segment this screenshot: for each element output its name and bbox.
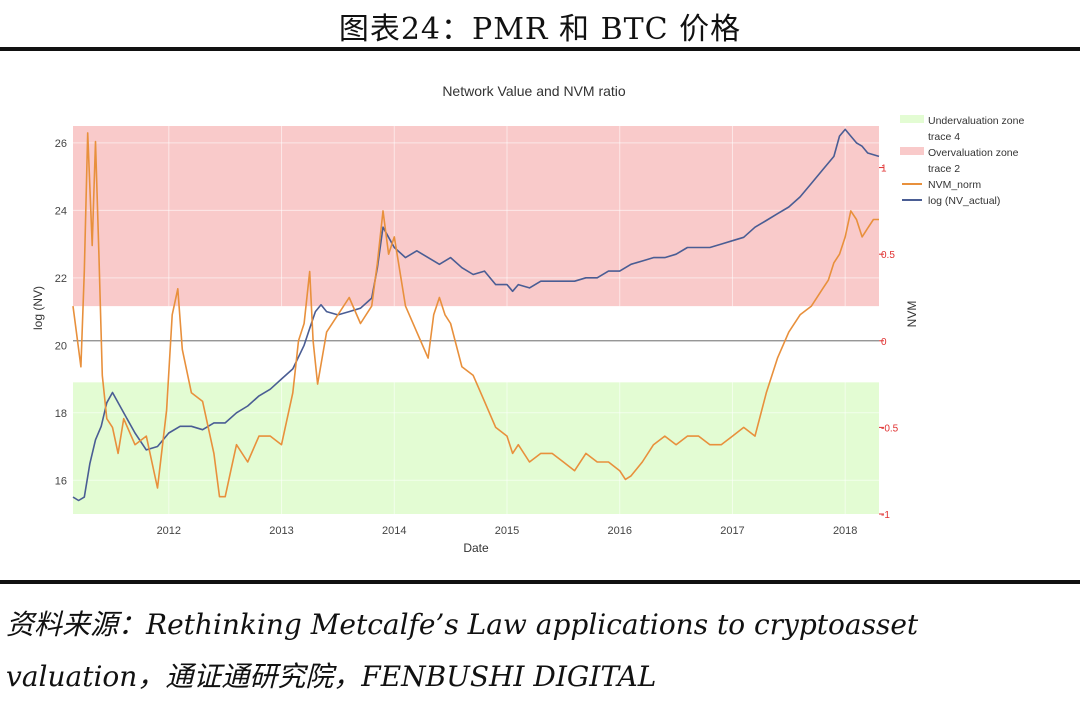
x-tick-label: 2016	[607, 525, 631, 537]
series-line-log-nv	[72, 128, 880, 502]
series-line-nvm-norm	[72, 132, 879, 498]
gridlines	[73, 126, 879, 514]
x-tick-label: 2018	[833, 525, 857, 537]
y-tick-label: 20	[55, 340, 67, 352]
y2-tick-label: 0.5	[881, 250, 895, 261]
valuation-zones	[73, 126, 879, 514]
bottom-rule	[0, 580, 1080, 584]
x-tick-label: 2015	[495, 525, 519, 537]
figure-heading: 图表24：PMR 和 BTC 价格	[338, 12, 742, 47]
x-tick-label: 2017	[720, 525, 744, 537]
series-lines	[72, 128, 880, 502]
y-axis-label: log (NV)	[31, 286, 45, 330]
legend-label: Undervaluation zone	[928, 115, 1024, 127]
legend-label: trace 4	[928, 131, 960, 143]
y2-tick-label: -1	[881, 510, 890, 521]
chart-title: Network Value and NVM ratio	[442, 83, 626, 99]
axes: 2012 2013 2014 2015 2016 2017 2018 16 18 20 22 24 26…	[55, 138, 899, 537]
source-note-line-1: 资料来源：Rethinking Metcalfe’s Law applicati…	[6, 608, 919, 641]
y-tick-label: 16	[55, 475, 67, 487]
x-tick-label: 2013	[269, 525, 293, 537]
y-tick-label: 24	[55, 205, 67, 217]
legend-label: log (NV_actual)	[928, 195, 1000, 207]
y2-tick-label: 1	[881, 164, 887, 175]
x-axis-label: Date	[463, 541, 489, 555]
y2-axis-label: NVM	[905, 301, 919, 328]
y-tick-label: 18	[55, 408, 67, 420]
legend-label: trace 2	[928, 163, 960, 175]
y2-tick-label: -0.5	[881, 423, 899, 434]
undervaluation-zone	[73, 382, 879, 514]
overvaluation-zone	[73, 126, 879, 307]
legend-swatch-zone	[900, 147, 924, 155]
legend: Undervaluation zone trace 4 Overvaluation …	[900, 115, 1024, 207]
x-tick-label: 2014	[382, 525, 406, 537]
source-note-line-2: valuation，通证通研究院，FENBUSHI DIGITAL	[6, 660, 657, 693]
top-rule	[0, 47, 1080, 51]
y-tick-label: 22	[55, 273, 67, 285]
y2-tick-label: 0	[881, 337, 887, 348]
legend-swatch-zone	[900, 115, 924, 123]
chart: 2012 2013 2014 2015 2016 2017 2018 16 18 20 22 24 26…	[31, 83, 1024, 555]
y-tick-label: 26	[55, 138, 67, 150]
x-tick-label: 2012	[157, 525, 181, 537]
legend-label: Overvaluation zone	[928, 147, 1019, 159]
legend-label: NVM_norm	[928, 179, 981, 191]
